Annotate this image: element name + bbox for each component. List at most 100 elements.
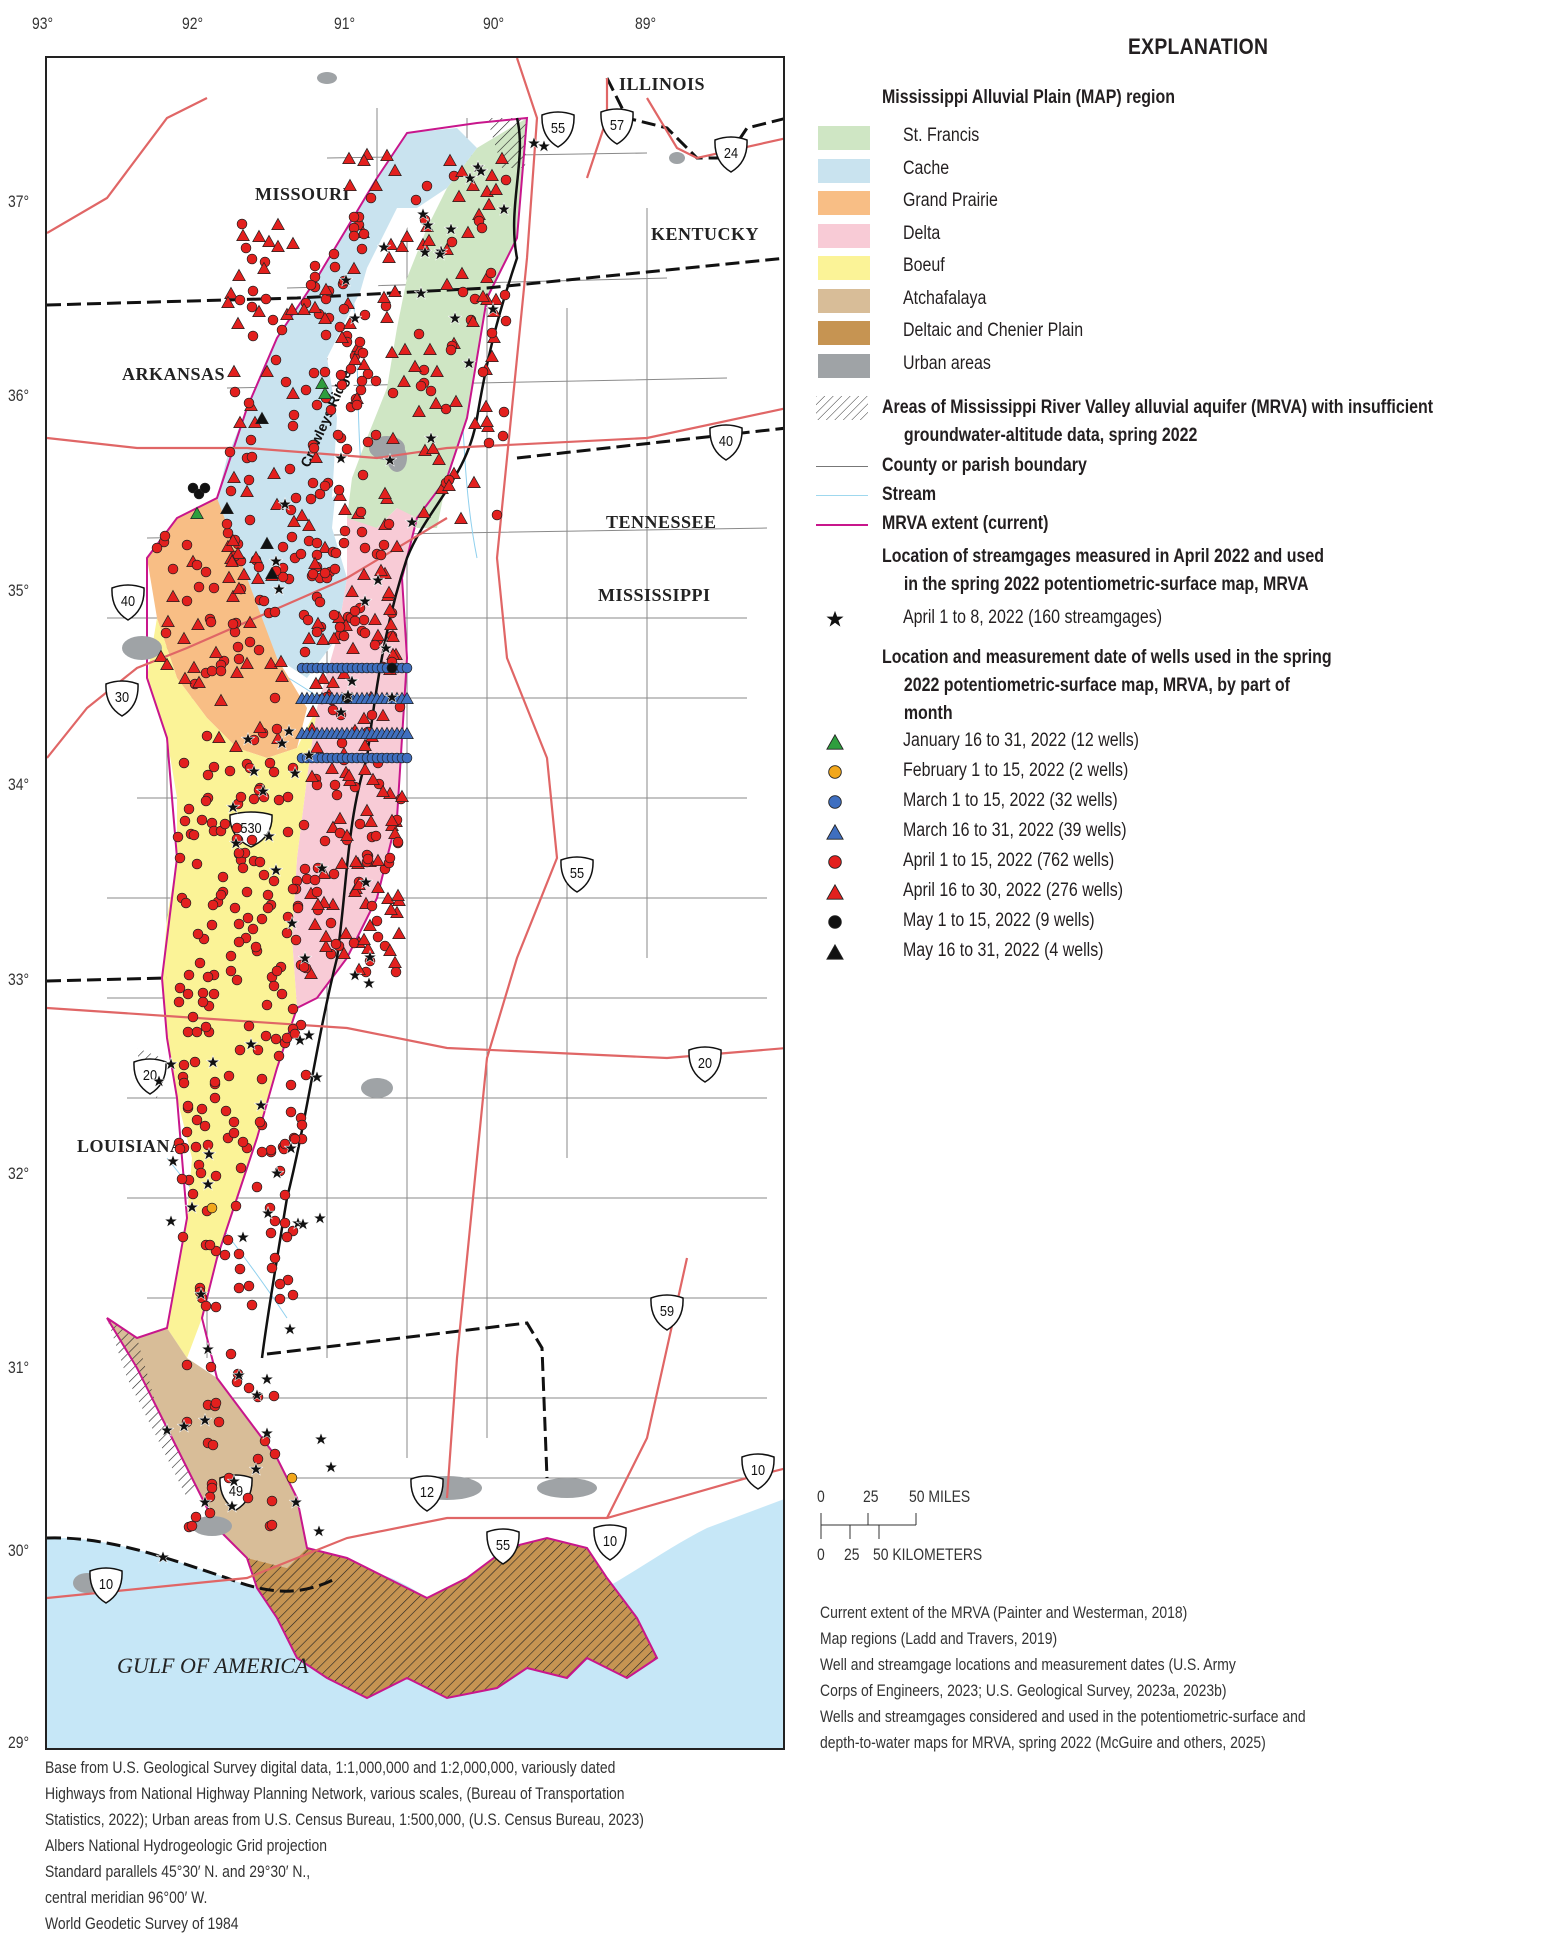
well-circle-marker [253,855,267,869]
well-circle-marker [230,973,244,987]
well-circle-marker [444,343,458,357]
streamgage-star-marker [248,1462,264,1477]
credit-line: World Geodetic Survey of 1984 [45,1914,239,1933]
well-triangle-marker [388,163,402,177]
well-triangle-marker [335,856,349,870]
well-circle-marker [232,935,246,949]
shield-number: 59 [659,1303,675,1320]
well-triangle-marker [369,178,384,192]
well-circle-marker [340,442,354,456]
well-triangle-marker [341,768,356,782]
streamgage-star-marker [184,1199,200,1214]
streamgage-star-marker [313,1432,329,1446]
well-triangle-marker [319,929,334,943]
well-circle-marker [228,385,242,399]
well-triangle-marker [342,178,357,192]
well-circle-marker [306,567,320,581]
well-circle-marker [328,260,342,274]
latitude-label: 35° [8,581,30,600]
data-sources: Current extent of the MRVA (Painter and … [820,1600,1560,1756]
streamgage-star-marker [281,723,297,738]
well-triangle-marker [400,691,414,705]
streamgage-star-marker [382,452,398,467]
well-circle-marker [357,227,371,241]
streamgage-star-marker [199,1176,216,1191]
well-circle-marker [299,1068,313,1082]
well-triangle-marker [186,660,201,674]
well-circle-marker [246,329,260,343]
well-triangle-marker [384,617,399,631]
streamgage-star-marker [295,1216,311,1231]
well-triangle-marker [400,229,415,243]
well-circle-marker [308,873,322,887]
well-triangle-marker [363,814,378,828]
well-circle-marker [281,825,295,839]
well-circle-marker [198,481,212,495]
streamgage-heading-line1: Location of streamgages measured in Apri… [882,546,1324,567]
well-circle-marker [171,830,185,844]
streamgage-star-marker [259,1425,275,1440]
well-triangle-marker [453,511,468,525]
well-circle-marker [181,1099,195,1113]
well-circle-marker [424,384,438,398]
well-triangle-marker [382,585,397,599]
well-circle-marker [337,629,351,643]
well-triangle-marker [318,386,332,400]
streamgage-star-marker [311,1523,327,1538]
county-label: County or parish boundary [882,455,1087,476]
well-circle-marker [409,193,423,207]
well-circle-marker [226,617,240,631]
streamgage-star-marker [259,1372,275,1387]
well-circle-marker [204,615,218,629]
well-triangle-marker [341,151,356,165]
well-circle-marker [261,888,275,902]
well-circle-marker [200,729,214,743]
well-circle-marker [310,885,324,899]
base-map-credits: Base from U.S. Geological Survey digital… [45,1755,825,1937]
well-triangle-marker [460,225,475,239]
well-triangle-marker [357,567,371,581]
streamgage-star-marker [358,875,374,889]
well-circle-marker [284,1105,298,1119]
well-circle-marker [269,353,283,367]
well-circle-marker [484,266,498,280]
legend-well-row: January 16 to 31, 2022 (12 wells) [810,730,1510,759]
well-triangle-marker [395,789,409,803]
well-triangle-marker [412,404,427,418]
streamgage-star-marker [269,1165,285,1180]
interstate-shield-20: 20 [687,1046,723,1083]
well-circle-marker [245,252,259,266]
well-triangle-marker [240,484,255,498]
shield-number: 530 [240,820,262,837]
credit-line: Statistics, 2022); Urban areas from U.S.… [45,1810,644,1829]
well-circle-marker [259,1029,273,1043]
streamgage-star-marker [268,862,284,877]
streamgage-star-marker [249,1387,265,1402]
well-triangle-marker [381,250,396,264]
well-circle-marker [244,433,258,447]
triangle-icon [826,883,844,901]
latitude-label: 31° [8,1358,30,1377]
region-swatch [818,158,870,183]
well-date-label: February 1 to 15, 2022 (2 wells) [903,760,1129,781]
scale-bar-graphic [820,1513,917,1539]
credit-line: Albers National Hydrogeologic Grid proje… [45,1836,328,1855]
streamgage-star-marker [415,206,431,221]
legend-hatch-row: Areas of Mississippi River Valley alluvi… [810,396,1510,446]
well-triangle-marker [347,261,362,275]
well-triangle-marker [308,917,322,931]
well-triangle-marker [260,536,274,550]
well-circle-marker [285,530,299,544]
region-grand-prairie [147,498,307,758]
well-circle-marker [289,933,303,947]
well-circle-marker [246,284,260,298]
well-circle-marker [255,912,269,926]
well-circle-marker [276,540,290,554]
well-circle-marker [270,964,284,978]
well-circle-marker [400,751,414,765]
well-circle-marker [205,1201,219,1215]
hatch-insufficient-data [247,1538,657,1698]
well-circle-marker [287,408,301,422]
well-triangle-marker [349,854,364,868]
streamgage-star-marker [224,1498,240,1513]
